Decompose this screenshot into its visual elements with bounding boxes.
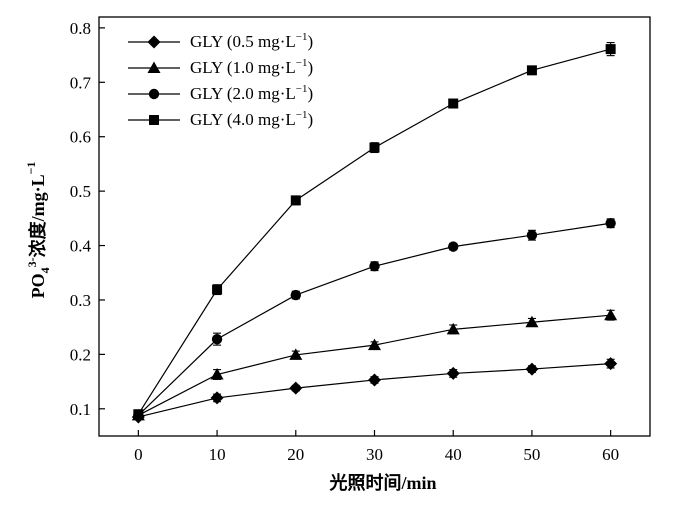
series-4-point-20 bbox=[290, 195, 301, 206]
y-tick-label-3: 0.4 bbox=[70, 237, 92, 256]
series-1-point-50 bbox=[525, 362, 539, 376]
x-axis-title: 光照时间/min bbox=[328, 472, 436, 493]
series-1-point-40 bbox=[446, 366, 460, 380]
series-2-point-60 bbox=[604, 308, 618, 321]
series-2-point-50 bbox=[525, 315, 539, 328]
series-3-point-50 bbox=[526, 230, 538, 241]
x-tick-label-30: 30 bbox=[366, 445, 383, 464]
y-axis-title-subscript: 4 bbox=[38, 267, 52, 273]
y-tick-label-5: 0.6 bbox=[70, 128, 91, 147]
y-axis-title-unit-exponent: −1 bbox=[24, 162, 38, 175]
y-tick-label-0: 0.1 bbox=[70, 400, 91, 419]
series-3-point-30 bbox=[369, 261, 380, 272]
x-tick-label-10: 10 bbox=[209, 445, 226, 464]
plot-area: 0 10 20 30 40 50 60 0.1 0.2 0.3 0.4 0.5 0.6 0.7 0.8 bbox=[70, 16, 651, 464]
series-1-point-20 bbox=[289, 381, 303, 395]
series-3-point-10 bbox=[211, 333, 223, 345]
x-tick-label-20: 20 bbox=[287, 445, 304, 464]
series-2 bbox=[131, 308, 618, 421]
series-1-point-10 bbox=[210, 391, 224, 405]
series-3-point-40 bbox=[448, 241, 459, 252]
legend-marker-3 bbox=[148, 88, 160, 100]
series-1-point-60 bbox=[604, 357, 618, 371]
legend-label-2: GLY (1.0 mg·L−1) bbox=[190, 57, 313, 77]
series-4 bbox=[133, 42, 616, 420]
legend-entry-1: GLY (0.5 mg·L−1) bbox=[190, 31, 313, 51]
series-2-point-20 bbox=[289, 348, 303, 360]
series-4-point-50 bbox=[526, 65, 537, 76]
series-1 bbox=[131, 357, 618, 424]
y-tick-label-1: 0.2 bbox=[70, 345, 91, 364]
y-axis-title: PO43-浓度/mg·L−1 bbox=[24, 162, 52, 299]
series-4-point-0 bbox=[133, 409, 144, 420]
series-3-line bbox=[137, 222, 611, 416]
y-tick-label-4: 0.5 bbox=[70, 182, 91, 201]
series-4-point-10 bbox=[212, 284, 223, 295]
legend-entry-4: GLY (4.0 mg·L−1) bbox=[190, 109, 313, 129]
series-4-point-60 bbox=[605, 44, 616, 55]
x-tick-label-40: 40 bbox=[445, 445, 462, 464]
series-2-point-40 bbox=[446, 322, 460, 335]
x-tick-label-50: 50 bbox=[523, 445, 540, 464]
series-2-point-30 bbox=[368, 338, 381, 351]
series-1-point-30 bbox=[368, 373, 381, 387]
y-axis-title-formula: PO bbox=[28, 273, 48, 298]
x-tick-label-60: 60 bbox=[602, 445, 619, 464]
legend-marker-2 bbox=[147, 61, 161, 73]
y-tick-label-6: 0.7 bbox=[70, 73, 92, 92]
series-2-point-10 bbox=[210, 368, 224, 380]
series-4-point-40 bbox=[448, 98, 459, 109]
legend-marker-1 bbox=[147, 35, 161, 49]
x-tick-label-0: 0 bbox=[134, 445, 143, 464]
legend-label-1: GLY (0.5 mg·L−1) bbox=[190, 31, 313, 51]
series-3 bbox=[133, 218, 616, 421]
legend-entry-2: GLY (1.0 mg·L−1) bbox=[190, 57, 313, 77]
legend: GLY (0.5 mg·L−1) GLY (1.0 mg·L−1) GLY (2… bbox=[128, 31, 313, 129]
y-tick-label-7: 0.8 bbox=[70, 19, 91, 38]
series-4-line bbox=[137, 48, 611, 415]
series-1-line bbox=[138, 363, 611, 418]
legend-label-3: GLY (2.0 mg·L−1) bbox=[190, 83, 313, 103]
legend-marker-4 bbox=[149, 115, 159, 125]
legend-label-4: GLY (4.0 mg·L−1) bbox=[190, 109, 313, 129]
series-3-point-20 bbox=[290, 289, 301, 301]
series-3-point-60 bbox=[605, 218, 616, 229]
series-4-point-30 bbox=[369, 142, 380, 153]
y-axis-title-superscript: 3- bbox=[25, 257, 39, 267]
y-tick-label-2: 0.3 bbox=[70, 291, 91, 310]
legend-entry-3: GLY (2.0 mg·L−1) bbox=[190, 83, 313, 103]
y-axis-title-unit: 浓度/mg·L bbox=[27, 174, 48, 257]
